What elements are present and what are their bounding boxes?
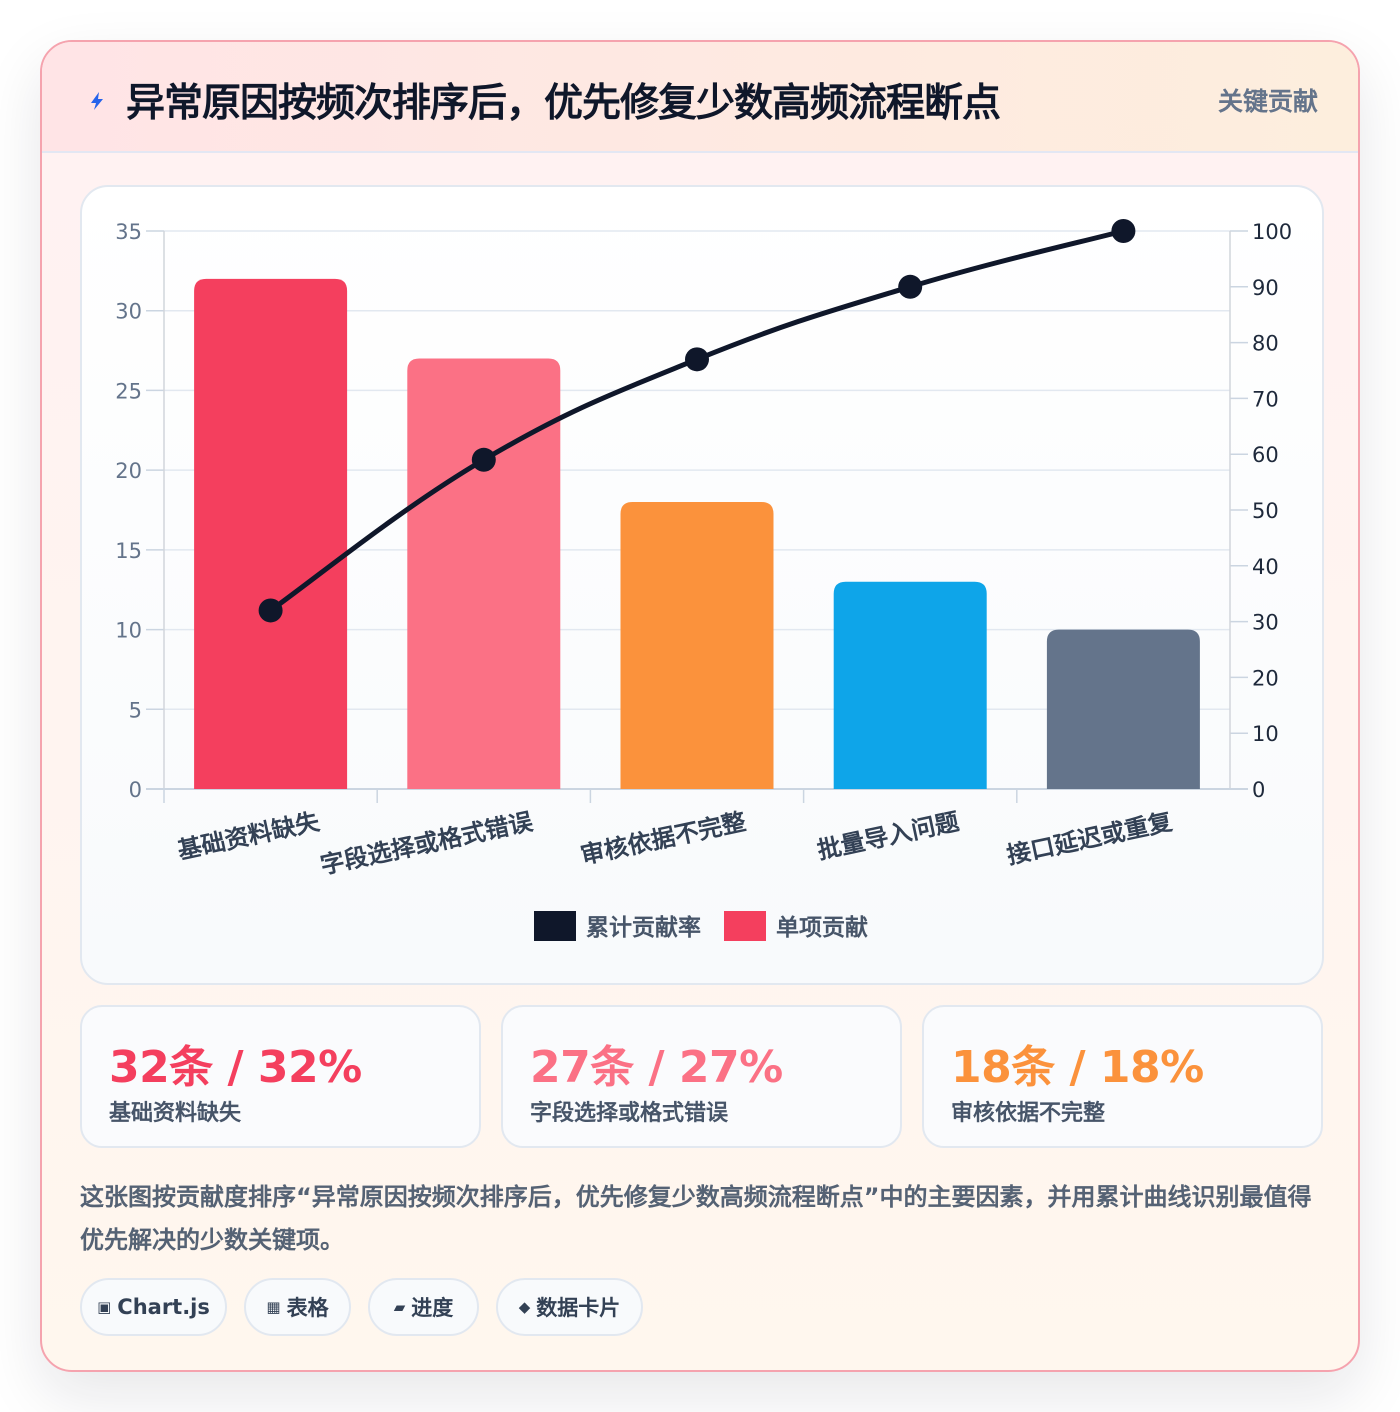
stat-value: 18条 / 18% <box>951 1042 1204 1093</box>
y2-tick-label: 30 <box>1252 611 1279 635</box>
bar <box>194 278 348 789</box>
stat-label: 基础资料缺失 <box>109 1101 242 1126</box>
chip-label: Chart.js <box>117 1295 210 1319</box>
stat-card: 18条 / 18% 审核依据不完整 <box>922 1005 1323 1148</box>
square-icon: ▣ <box>97 1298 112 1316</box>
pareto-chart: 0 5 10 15 20 25 30 35 0 10 20 30 40 50 60 70 80 90 100 基础资料… <box>115 219 1292 941</box>
cumulative-point <box>258 598 283 623</box>
y2-tick-label: 80 <box>1252 332 1279 356</box>
y2-tick-label: 0 <box>1252 778 1265 802</box>
bar <box>620 502 774 789</box>
chip-label: 表格 <box>286 1296 329 1320</box>
chart-panel: 0 5 10 15 20 25 30 35 0 10 20 30 40 50 60 70 80 90 100 基础资料… <box>80 185 1324 985</box>
chip-table[interactable]: ▦ 表格 <box>244 1278 351 1336</box>
report-card: 异常原因按频次排序后，优先修复少数高频流程断点 关键贡献 0 5 10 15 20 25 3… <box>40 40 1360 1372</box>
bar <box>1046 629 1200 789</box>
y-tick-label: 35 <box>115 220 142 244</box>
x-tick-label: 基础资料缺失 <box>175 807 323 865</box>
y-tick-label: 20 <box>115 459 142 483</box>
stat-card: 27条 / 27% 字段选择或格式错误 <box>501 1005 902 1148</box>
chip-label: 进度 <box>411 1296 454 1320</box>
cumulative-point <box>471 447 496 472</box>
bar <box>407 358 561 789</box>
y2-tick-label: 60 <box>1252 443 1279 467</box>
x-tick-label: 批量导入问题 <box>815 807 962 864</box>
y-tick-label: 30 <box>115 300 142 324</box>
chip-chartjs[interactable]: ▣ Chart.js <box>80 1278 227 1336</box>
y-tick-label: 10 <box>115 619 142 643</box>
stat-label: 字段选择或格式错误 <box>530 1101 729 1126</box>
chip-progress[interactable]: ▰ 进度 <box>368 1278 479 1336</box>
stat-card: 32条 / 32% 基础资料缺失 <box>80 1005 481 1148</box>
y2-tick-label: 20 <box>1252 666 1279 690</box>
x-tick-label: 审核依据不完整 <box>578 807 748 869</box>
y2-tick-label: 10 <box>1252 722 1279 746</box>
y-tick-label: 25 <box>115 379 142 403</box>
x-tick-label: 接口延迟或重复 <box>1004 807 1175 870</box>
y2-tick-label: 90 <box>1252 276 1279 300</box>
grid-icon: ▦ <box>266 1298 281 1316</box>
legend-label: 累计贡献率 <box>586 914 701 941</box>
card-header: 异常原因按频次排序后，优先修复少数高频流程断点 关键贡献 <box>42 42 1358 153</box>
bar <box>833 581 987 789</box>
cumulative-point <box>685 347 709 372</box>
chip-data-card[interactable]: ◆ 数据卡片 <box>496 1278 643 1336</box>
x-tick-label: 字段选择或格式错误 <box>318 807 536 880</box>
y2-tick-label: 100 <box>1252 220 1292 244</box>
legend-swatch <box>534 911 576 941</box>
legend-swatch <box>724 911 766 941</box>
page-title: 异常原因按频次排序后，优先修复少数高频流程断点 <box>126 81 1001 126</box>
y2-tick-label: 70 <box>1252 387 1279 411</box>
legend-label: 单项贡献 <box>776 915 868 941</box>
stat-value: 32条 / 32% <box>109 1042 362 1093</box>
y-tick-label: 0 <box>129 778 142 802</box>
header-tag: 关键贡献 <box>1217 87 1318 116</box>
stat-label: 审核依据不完整 <box>951 1101 1106 1126</box>
stat-cards: 32条 / 32% 基础资料缺失 27条 / 27% 字段选择或格式错误 18条… <box>80 1005 1324 1148</box>
cumulative-point <box>898 274 923 299</box>
cumulative-point <box>1111 219 1136 243</box>
lightning-icon <box>91 92 103 110</box>
progress-icon: ▰ <box>393 1298 406 1316</box>
chart-description: 这张图按贡献度排序“异常原因按频次排序后，优先修复少数高频流程断点”中的主要因素… <box>80 1183 1312 1254</box>
y2-tick-label: 40 <box>1252 555 1279 579</box>
diamond-icon: ◆ <box>518 1298 531 1316</box>
stat-value: 27条 / 27% <box>530 1042 783 1093</box>
chip-label: 数据卡片 <box>536 1296 621 1320</box>
y2-tick-label: 50 <box>1252 499 1279 523</box>
y-tick-label: 15 <box>115 539 142 563</box>
feature-chips: ▣ Chart.js ▦ 表格 ▰ 进度 ◆ 数据卡片 <box>80 1278 1324 1336</box>
y-tick-label: 5 <box>129 698 142 722</box>
